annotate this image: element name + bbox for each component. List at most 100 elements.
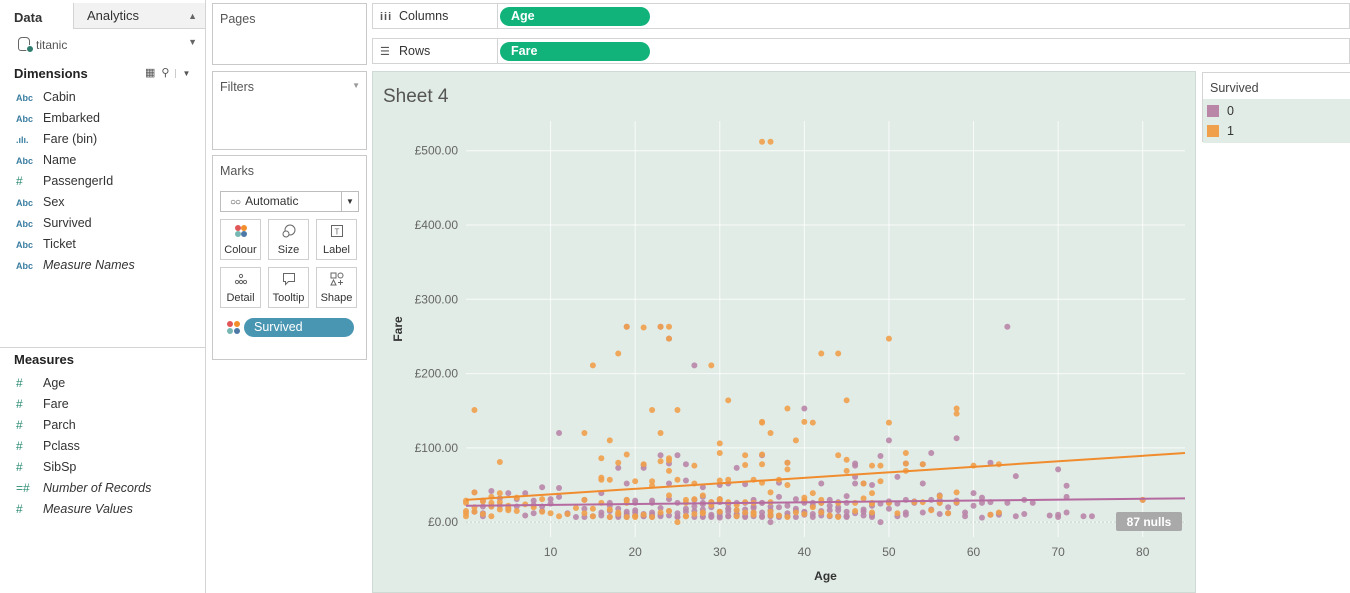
rows-icon: ☰ <box>380 46 390 58</box>
scatter-point-series-1 <box>902 460 909 467</box>
scatter-point-series-0 <box>682 477 689 484</box>
scatter-point-series-1 <box>699 492 706 499</box>
scatter-point-series-1 <box>496 490 503 497</box>
measure-field[interactable]: =# Number of Records <box>16 478 151 498</box>
tooltip-button[interactable]: Tooltip <box>268 267 309 308</box>
scatter-point-series-0 <box>885 505 892 512</box>
dimension-field[interactable]: Abc Name <box>16 150 76 170</box>
scatter-point-series-1 <box>598 474 605 481</box>
y-tick-label: £500.00 <box>415 144 459 158</box>
dimension-field[interactable]: Abc Ticket <box>16 234 76 254</box>
search-icon[interactable]: ⚲ <box>161 67 170 79</box>
scatter-point-series-1 <box>784 459 791 466</box>
scatter-point-series-0 <box>877 453 884 460</box>
scatter-point-series-1 <box>835 452 842 459</box>
scatter-point-series-1 <box>725 397 732 404</box>
rows-shelf[interactable]: ☰ Rows Fare <box>372 38 1350 64</box>
measure-field[interactable]: # Fare <box>16 394 69 414</box>
field-type-icon: Abc <box>16 198 34 208</box>
scatter-point-series-1 <box>649 513 656 520</box>
scatter-point-series-1 <box>649 406 656 413</box>
dimension-field[interactable]: Abc Sex <box>16 192 65 212</box>
pages-card[interactable]: Pages <box>212 3 367 65</box>
scatter-point-series-0 <box>674 452 681 459</box>
legend-item-1[interactable]: 1 <box>1207 121 1234 141</box>
detail-button[interactable]: Detail <box>220 267 261 308</box>
scatter-point-series-0 <box>852 480 859 487</box>
measure-field[interactable]: # Measure Values <box>16 499 133 519</box>
y-tick-label: £200.00 <box>415 367 459 381</box>
scatter-point-series-1 <box>674 519 681 526</box>
detail-icon <box>221 272 260 292</box>
scatter-point-series-0 <box>1021 510 1028 517</box>
scatter-point-series-1 <box>623 451 630 458</box>
colour-button[interactable]: Colour <box>220 219 261 260</box>
scatter-point-series-0 <box>894 473 901 480</box>
legend-swatch-0 <box>1207 105 1219 117</box>
scatter-point-series-0 <box>725 513 732 520</box>
field-type-icon: Abc <box>16 156 34 166</box>
scatter-point-series-1 <box>852 499 859 506</box>
filters-dropdown-icon[interactable]: ▼ <box>352 81 360 90</box>
survived-colour-pill[interactable]: Survived <box>244 318 354 337</box>
scatter-point-series-1 <box>615 350 622 357</box>
view-list-icon[interactable]: ▦ <box>145 67 156 79</box>
scatter-point-series-0 <box>843 493 850 500</box>
scatter-point-series-1 <box>606 506 613 513</box>
scatter-point-series-0 <box>953 435 960 442</box>
mark-type-select[interactable]: ○○ Automatic ▼ <box>220 191 359 212</box>
sheet-canvas[interactable] <box>372 71 1196 593</box>
measure-field[interactable]: # Age <box>16 373 65 393</box>
size-button[interactable]: Size <box>268 219 309 260</box>
x-tick-label: 50 <box>882 545 896 559</box>
scatter-point-series-0 <box>581 505 588 512</box>
field-type-icon: Abc <box>16 240 34 250</box>
age-column-pill[interactable]: Age <box>500 7 650 26</box>
scatter-point-series-1 <box>818 509 825 516</box>
scatter-point-series-1 <box>666 323 673 330</box>
scatter-point-series-1 <box>877 462 884 469</box>
tab-analytics[interactable]: Analytics ▲ ▼ <box>73 3 205 47</box>
filters-card[interactable]: Filters ▼ <box>212 71 367 150</box>
legend-swatch-1 <box>1207 125 1219 137</box>
scatter-point-series-0 <box>860 506 867 513</box>
x-tick-label: 30 <box>713 545 727 559</box>
scatter-point-series-1 <box>869 462 876 469</box>
scatter-point-series-1 <box>488 499 495 506</box>
scatter-point-series-1 <box>471 406 478 413</box>
fare-row-pill[interactable]: Fare <box>500 42 650 61</box>
dimension-field[interactable]: .ılı. Fare (bin) <box>16 129 97 149</box>
scatter-point-series-1 <box>885 335 892 342</box>
y-tick-label: £300.00 <box>415 292 459 306</box>
scatter-point-series-1 <box>572 505 579 512</box>
scatter-point-series-1 <box>725 476 732 483</box>
rows-shelf-label: ☰ Rows <box>380 39 430 63</box>
scatter-point-series-0 <box>978 494 985 501</box>
dimension-field[interactable]: Abc Embarked <box>16 108 100 128</box>
columns-shelf[interactable]: iii Columns Age <box>372 3 1350 29</box>
shape-button[interactable]: Shape <box>316 267 357 308</box>
dimension-field[interactable]: Abc Measure Names <box>16 255 135 275</box>
scatter-point-series-1 <box>936 493 943 500</box>
measure-field[interactable]: # SibSp <box>16 457 76 477</box>
field-type-icon: =# <box>16 481 30 495</box>
datasource-item[interactable]: titanic <box>18 36 67 54</box>
scatter-point-series-1 <box>496 499 503 506</box>
scatter-point-series-1 <box>666 455 673 462</box>
menu-dropdown-icon[interactable]: ▼ <box>175 69 191 78</box>
scatter-point-series-1 <box>581 510 588 517</box>
dimension-field[interactable]: # PassengerId <box>16 171 113 191</box>
scatter-point-series-1 <box>649 478 656 485</box>
measure-field[interactable]: # Parch <box>16 415 76 435</box>
label-button[interactable]: T Label <box>316 219 357 260</box>
scatter-chart[interactable]: £0.00 £100.00 £200.00 £300.00 £400.00 £500.00… <box>372 71 1196 593</box>
scatter-point-series-1 <box>547 510 554 517</box>
measure-field[interactable]: # Pclass <box>16 436 80 456</box>
tab-data[interactable]: Data <box>0 3 72 29</box>
legend-item-0[interactable]: 0 <box>1207 101 1234 121</box>
scatter-point-series-1 <box>792 437 799 444</box>
scatter-point-series-0 <box>556 430 563 436</box>
dimension-field[interactable]: Abc Cabin <box>16 87 76 107</box>
scatter-point-series-1 <box>513 508 520 514</box>
dimension-field[interactable]: Abc Survived <box>16 213 92 233</box>
